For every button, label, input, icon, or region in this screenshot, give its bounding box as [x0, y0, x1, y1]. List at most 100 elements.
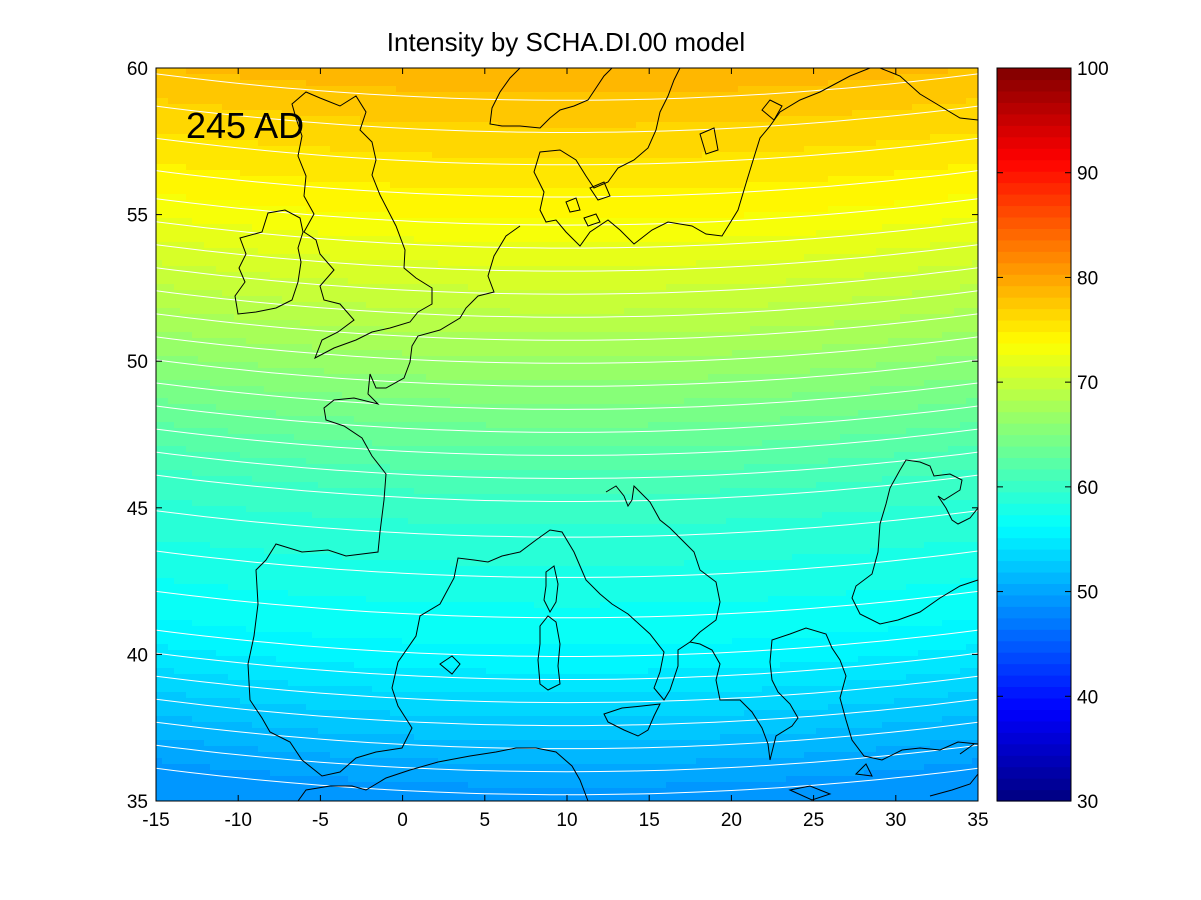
field-cell	[294, 80, 301, 87]
field-cell	[228, 134, 235, 141]
field-cell	[618, 152, 625, 159]
field-cell	[360, 122, 367, 129]
field-cell	[474, 152, 481, 159]
field-cell	[846, 152, 853, 159]
field-cell	[414, 110, 421, 117]
field-cell	[384, 152, 391, 159]
field-cell	[258, 248, 265, 255]
field-cell	[816, 272, 823, 279]
field-cell	[936, 212, 943, 219]
field-cell	[726, 104, 733, 111]
field-cell	[786, 254, 793, 261]
field-cell	[810, 266, 817, 273]
field-cell	[684, 212, 691, 219]
field-cell	[402, 98, 409, 105]
field-cell	[330, 80, 337, 87]
field-cell	[462, 152, 469, 159]
field-cell	[528, 218, 535, 225]
field-cell	[852, 92, 859, 99]
field-cell	[702, 110, 709, 117]
field-cell	[216, 176, 223, 183]
field-cell	[444, 68, 451, 75]
field-cell	[672, 68, 679, 75]
field-cell	[168, 116, 175, 123]
field-cell	[678, 176, 685, 183]
field-cell	[762, 230, 769, 237]
field-cell	[960, 170, 967, 177]
field-cell	[966, 272, 973, 279]
field-cell	[360, 272, 367, 279]
field-cell	[636, 170, 643, 177]
field-cell	[288, 98, 295, 105]
field-cell	[696, 182, 703, 189]
field-cell	[312, 266, 319, 273]
field-cell	[228, 224, 235, 231]
field-cell	[618, 164, 625, 171]
field-cell	[270, 68, 277, 75]
field-cell	[648, 218, 655, 225]
field-cell	[894, 200, 901, 207]
field-cell	[456, 284, 463, 291]
field-cell	[930, 80, 937, 87]
field-cell	[534, 248, 541, 255]
field-cell	[774, 230, 781, 237]
field-cell	[522, 170, 529, 177]
field-cell	[654, 158, 661, 165]
field-cell	[504, 266, 511, 273]
field-cell	[276, 242, 283, 249]
field-cell	[870, 128, 877, 135]
field-cell	[234, 152, 241, 159]
field-cell	[546, 242, 553, 249]
field-cell	[462, 146, 469, 153]
field-cell	[372, 110, 379, 117]
field-cell	[276, 206, 283, 213]
field-cell	[672, 206, 679, 213]
field-cell	[168, 182, 175, 189]
field-cell	[498, 254, 505, 261]
field-cell	[858, 182, 865, 189]
field-cell	[450, 260, 457, 267]
field-cell	[774, 68, 781, 75]
field-cell	[330, 152, 337, 159]
field-cell	[186, 224, 193, 231]
field-cell	[276, 170, 283, 177]
field-cell	[654, 164, 661, 171]
field-cell	[504, 242, 511, 249]
field-cell	[954, 158, 961, 165]
field-cell	[360, 146, 367, 153]
field-cell	[936, 236, 943, 243]
field-cell	[234, 230, 241, 237]
field-cell	[378, 200, 385, 207]
field-cell	[384, 218, 391, 225]
field-cell	[336, 98, 343, 105]
field-cell	[192, 254, 199, 261]
field-cell	[642, 236, 649, 243]
field-cell	[840, 122, 847, 129]
field-cell	[780, 116, 787, 123]
field-cell	[870, 74, 877, 81]
field-cell	[276, 284, 283, 291]
field-cell	[858, 164, 865, 171]
field-cell	[480, 242, 487, 249]
field-cell	[612, 236, 619, 243]
field-cell	[762, 194, 769, 201]
field-cell	[306, 116, 313, 123]
field-cell	[810, 230, 817, 237]
field-cell	[696, 248, 703, 255]
field-cell	[690, 140, 697, 147]
field-cell	[174, 242, 181, 249]
field-cell	[510, 122, 517, 129]
field-cell	[546, 224, 553, 231]
field-cell	[492, 68, 499, 75]
field-cell	[522, 218, 529, 225]
field-cell	[180, 98, 187, 105]
field-cell	[210, 206, 217, 213]
field-cell	[204, 140, 211, 147]
field-cell	[504, 152, 511, 159]
field-cell	[270, 260, 277, 267]
field-cell	[354, 206, 361, 213]
field-cell	[180, 218, 187, 225]
field-cell	[432, 74, 439, 81]
field-cell	[192, 152, 199, 159]
field-cell	[558, 92, 565, 99]
